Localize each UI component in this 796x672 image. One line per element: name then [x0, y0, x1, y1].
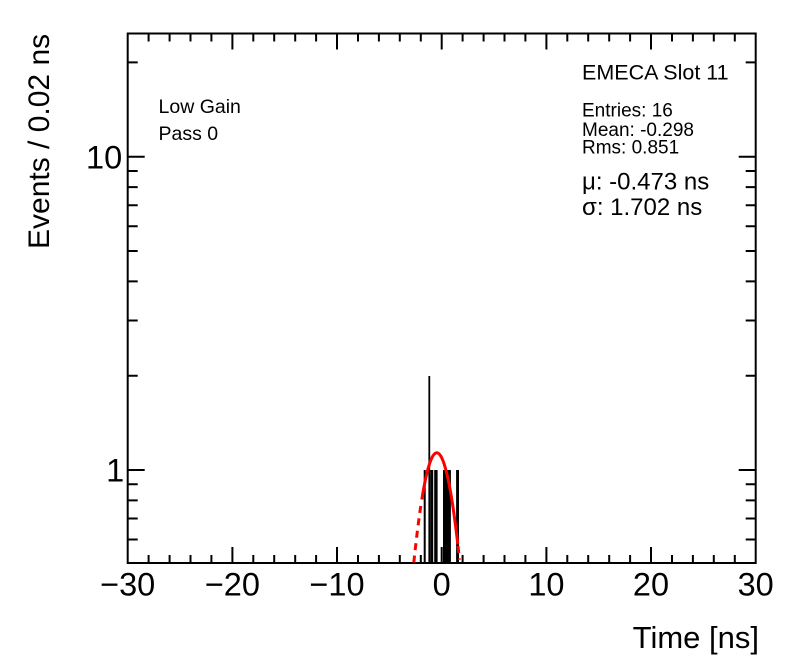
svg-text:30: 30 [738, 566, 774, 602]
svg-text:10: 10 [528, 566, 564, 602]
svg-text:EMECA Slot 11: EMECA Slot 11 [582, 61, 729, 85]
svg-text:Entries: 16: Entries: 16 [582, 101, 673, 122]
svg-text:Mean: -0.298: Mean: -0.298 [582, 120, 694, 141]
svg-text:0: 0 [433, 566, 451, 602]
svg-text:−20: −20 [205, 566, 260, 602]
svg-text:−10: −10 [309, 566, 364, 602]
svg-text:Time [ns]: Time [ns] [633, 620, 759, 655]
svg-text:20: 20 [633, 566, 669, 602]
svg-text:1: 1 [106, 453, 124, 489]
svg-text:Rms: 0.851: Rms: 0.851 [582, 138, 679, 159]
svg-text:σ: 1.702 ns: σ: 1.702 ns [582, 194, 702, 221]
svg-text:μ: -0.473 ns: μ: -0.473 ns [582, 169, 709, 196]
svg-text:Pass 0: Pass 0 [159, 123, 219, 145]
svg-text:10: 10 [86, 140, 122, 176]
svg-text:−30: −30 [100, 566, 155, 602]
svg-text:Low Gain: Low Gain [159, 96, 241, 118]
svg-text:Events / 0.02 ns: Events / 0.02 ns [23, 34, 56, 249]
